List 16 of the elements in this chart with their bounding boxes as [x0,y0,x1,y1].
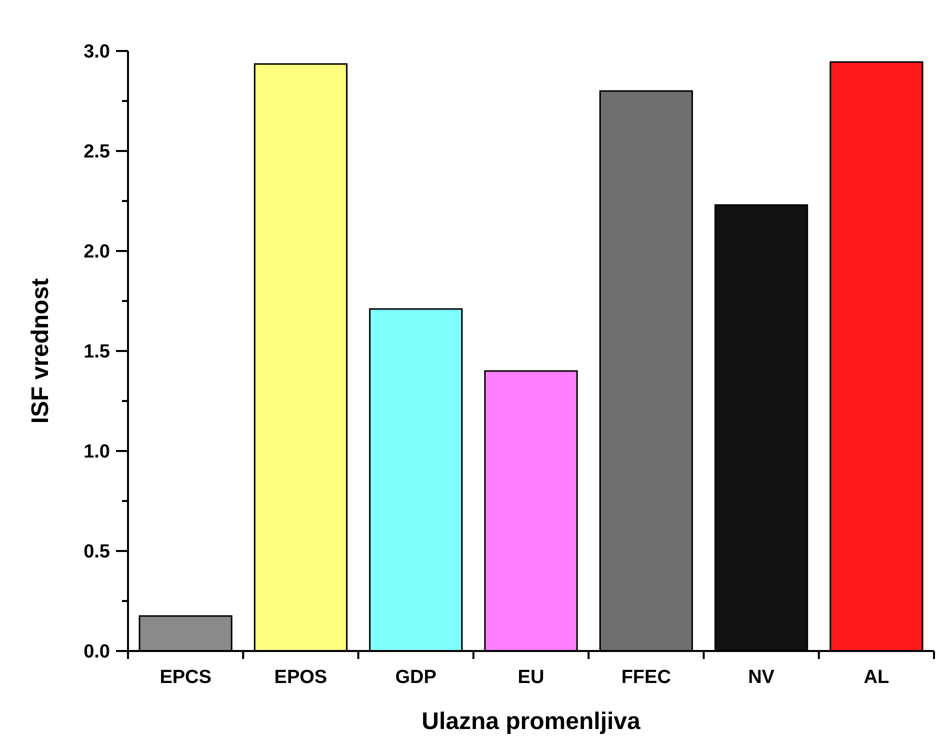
y-axis-title: ISF vrednost [27,278,54,424]
x-tick-label: NV [748,667,775,688]
x-tick-label: EU [518,667,544,688]
y-tick-label: 1.5 [84,342,110,363]
x-tick-label: AL [864,667,890,688]
y-tick-label: 0.5 [84,542,110,563]
x-axis-title: Ulazna promenljiva [422,708,642,735]
y-tick-label: 1.0 [84,442,110,463]
x-tick-label: GDP [395,667,437,688]
y-tick-label: 2.5 [84,142,110,163]
y-tick-label: 3.0 [84,42,110,63]
y-tick-label: 0.0 [84,642,110,663]
y-tick-label: 2.0 [84,242,110,263]
x-tick-label: FFEC [621,667,672,688]
x-tick-label: EPCS [160,667,212,688]
x-tick-label: EPOS [274,667,328,688]
